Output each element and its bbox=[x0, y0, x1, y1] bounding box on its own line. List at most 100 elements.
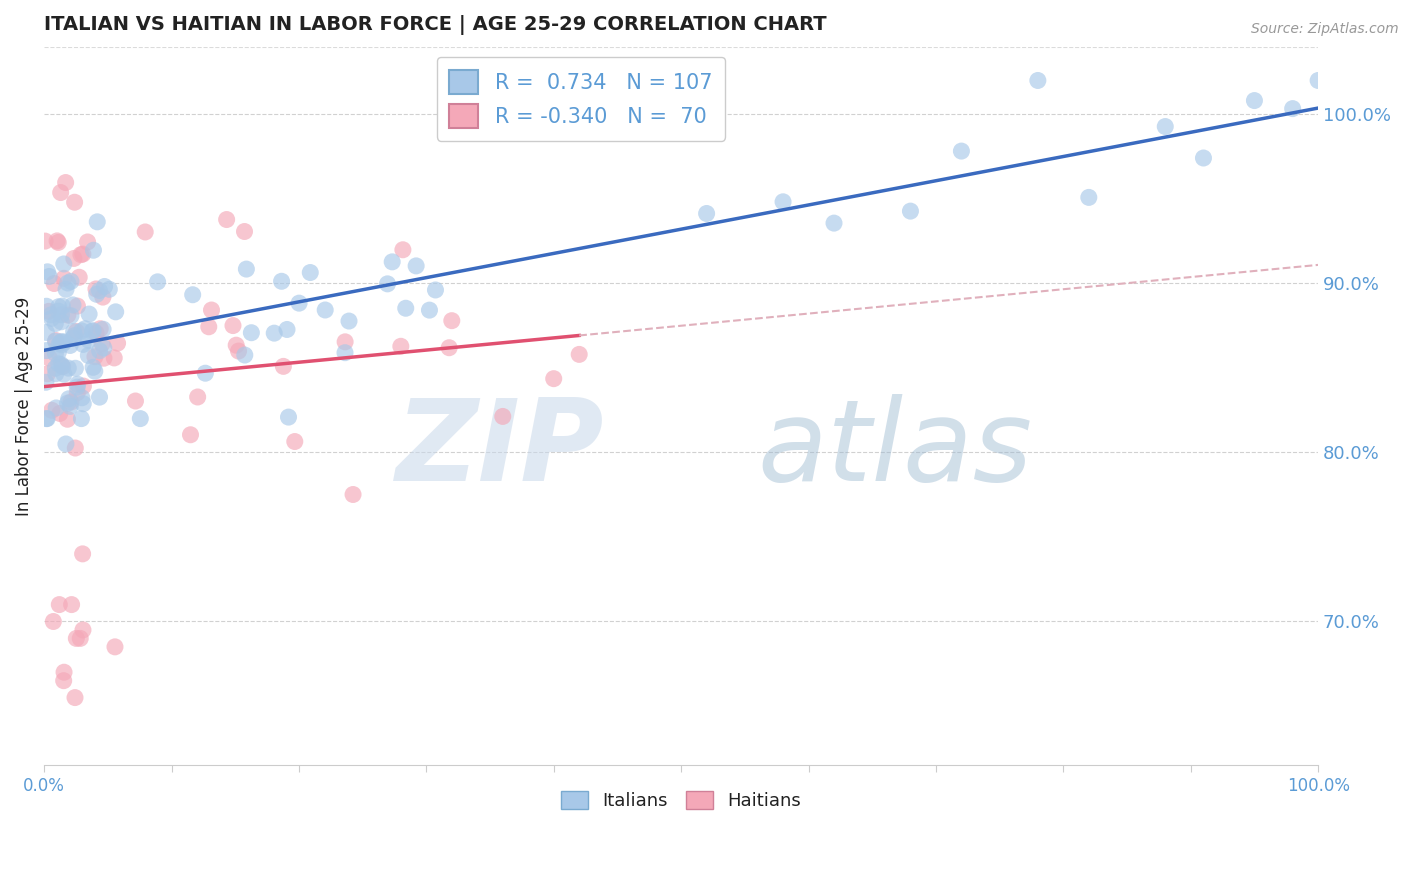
Point bbox=[98, 282, 121, 296]
Point bbox=[72, 247, 94, 261]
Point bbox=[76, 235, 98, 249]
Point bbox=[950, 144, 973, 158]
Point bbox=[65, 325, 87, 339]
Point bbox=[91, 290, 114, 304]
Point bbox=[299, 266, 322, 280]
Point bbox=[66, 385, 89, 400]
Point bbox=[58, 392, 80, 406]
Point bbox=[51, 359, 73, 374]
Point bbox=[194, 366, 217, 380]
Point bbox=[823, 216, 845, 230]
Point bbox=[72, 397, 94, 411]
Point bbox=[405, 259, 427, 273]
Point bbox=[51, 308, 73, 322]
Point bbox=[89, 322, 111, 336]
Point bbox=[52, 359, 75, 374]
Point bbox=[314, 303, 336, 318]
Point bbox=[103, 351, 125, 365]
Point bbox=[44, 334, 66, 349]
Point bbox=[418, 303, 440, 318]
Point bbox=[93, 279, 115, 293]
Point bbox=[56, 308, 79, 322]
Point bbox=[1192, 151, 1215, 165]
Point bbox=[104, 305, 127, 319]
Point bbox=[62, 331, 84, 345]
Point bbox=[51, 334, 73, 349]
Point bbox=[58, 361, 80, 376]
Point bbox=[333, 345, 356, 359]
Point bbox=[70, 247, 93, 261]
Point bbox=[77, 307, 100, 321]
Point bbox=[93, 351, 115, 366]
Point bbox=[107, 336, 129, 351]
Point bbox=[84, 282, 107, 296]
Point bbox=[900, 204, 922, 219]
Point bbox=[48, 598, 70, 612]
Point bbox=[72, 337, 94, 351]
Point bbox=[84, 350, 107, 364]
Point bbox=[60, 309, 83, 323]
Point bbox=[86, 287, 108, 301]
Point bbox=[72, 623, 94, 637]
Point bbox=[51, 338, 73, 352]
Point bbox=[437, 341, 460, 355]
Point bbox=[233, 348, 256, 362]
Point bbox=[215, 212, 238, 227]
Point bbox=[72, 547, 94, 561]
Point bbox=[63, 328, 86, 343]
Point bbox=[39, 308, 62, 322]
Point bbox=[146, 275, 169, 289]
Point bbox=[52, 271, 75, 285]
Point bbox=[49, 358, 72, 372]
Point bbox=[1154, 120, 1177, 134]
Text: ITALIAN VS HAITIAN IN LABOR FORCE | AGE 25-29 CORRELATION CHART: ITALIAN VS HAITIAN IN LABOR FORCE | AGE … bbox=[44, 15, 827, 35]
Point bbox=[41, 311, 63, 326]
Point bbox=[70, 324, 93, 338]
Point bbox=[492, 409, 515, 424]
Point bbox=[44, 277, 66, 291]
Y-axis label: In Labor Force | Age 25-29: In Labor Force | Age 25-29 bbox=[15, 296, 32, 516]
Point bbox=[44, 361, 66, 376]
Point bbox=[65, 441, 87, 455]
Point bbox=[44, 317, 66, 331]
Point bbox=[38, 304, 60, 318]
Text: atlas: atlas bbox=[758, 393, 1032, 505]
Point bbox=[44, 346, 66, 360]
Point bbox=[56, 396, 79, 410]
Point bbox=[48, 300, 70, 314]
Point bbox=[425, 283, 447, 297]
Point bbox=[342, 487, 364, 501]
Point bbox=[392, 243, 415, 257]
Point bbox=[187, 390, 209, 404]
Point bbox=[91, 322, 114, 336]
Point bbox=[129, 411, 152, 425]
Point bbox=[34, 234, 56, 248]
Point bbox=[62, 325, 84, 339]
Point bbox=[381, 255, 404, 269]
Point bbox=[53, 334, 76, 349]
Point bbox=[696, 206, 718, 220]
Point bbox=[63, 252, 86, 266]
Point bbox=[276, 322, 298, 336]
Point bbox=[82, 244, 104, 258]
Point bbox=[35, 376, 58, 390]
Point bbox=[60, 598, 83, 612]
Point bbox=[66, 380, 89, 394]
Point bbox=[77, 334, 100, 348]
Point bbox=[55, 437, 77, 451]
Point bbox=[49, 406, 72, 420]
Point bbox=[337, 314, 360, 328]
Point bbox=[63, 195, 86, 210]
Point bbox=[273, 359, 295, 374]
Point bbox=[37, 367, 59, 381]
Point bbox=[1077, 190, 1099, 204]
Point bbox=[48, 345, 70, 359]
Point bbox=[42, 615, 65, 629]
Point bbox=[59, 395, 82, 409]
Point bbox=[82, 324, 104, 338]
Point bbox=[1026, 73, 1049, 87]
Point bbox=[134, 225, 156, 239]
Point bbox=[179, 427, 201, 442]
Point bbox=[46, 235, 69, 250]
Point bbox=[35, 326, 58, 340]
